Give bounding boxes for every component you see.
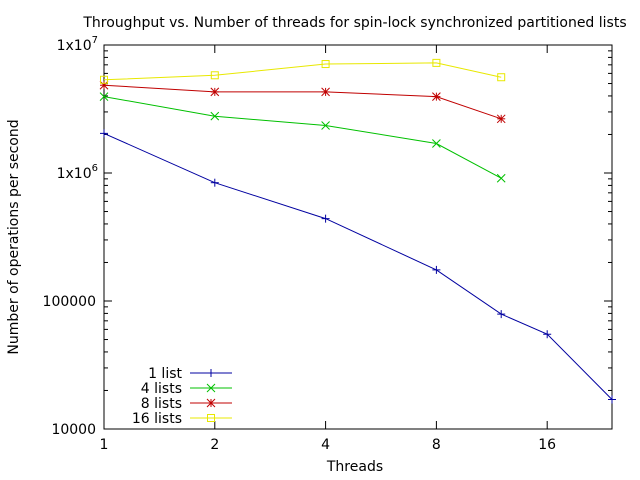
- legend-label: 1 list: [148, 366, 182, 382]
- data-point: [321, 60, 330, 69]
- data-point: [210, 111, 220, 121]
- plot-frame: [103, 44, 613, 430]
- legend-marker: [207, 414, 215, 422]
- y-tick-label: 10000: [51, 422, 96, 438]
- legend-marker: [206, 398, 216, 408]
- series-2: [99, 92, 506, 183]
- series-line: [103, 132, 613, 400]
- legend-label: 8 lists: [141, 396, 182, 412]
- chart-title: Throughput vs. Number of threads for spi…: [82, 15, 626, 31]
- data-point: [543, 330, 552, 339]
- data-point: [100, 129, 108, 138]
- data-point: [432, 265, 441, 274]
- legend-marker: [207, 369, 215, 377]
- series-1: [100, 129, 616, 404]
- data-point: [432, 58, 441, 67]
- axis-ticks: 1 2 4 8 16 10000 100000 1x106 1x107: [43, 35, 612, 453]
- x-tick-label: 1: [100, 437, 109, 453]
- series-3: [99, 80, 506, 124]
- y-tick-label: 1x106: [57, 163, 98, 182]
- x-tick-label: 2: [210, 437, 219, 453]
- data-point: [321, 214, 330, 223]
- data-point: [432, 92, 441, 101]
- x-axis-label: Threads: [326, 459, 383, 475]
- data-point: [321, 87, 330, 97]
- legend-entry: 16 lists: [132, 411, 232, 427]
- y-tick-label: 100000: [43, 294, 96, 310]
- legend-marker: [206, 383, 216, 393]
- legend-label: 4 lists: [141, 381, 182, 397]
- legend-entry: 1 list: [148, 366, 232, 382]
- data-point: [496, 173, 506, 183]
- series-line: [103, 96, 502, 179]
- data-point: [210, 87, 220, 97]
- x-tick-label: 4: [321, 437, 330, 453]
- data-point: [432, 139, 441, 148]
- data-point: [99, 92, 109, 101]
- series-line: [103, 84, 502, 120]
- data-point: [210, 71, 219, 80]
- data-point: [99, 80, 109, 90]
- data-point: [497, 310, 506, 319]
- legend-entry: 8 lists: [141, 396, 232, 412]
- series-layer: [99, 58, 616, 404]
- data-point: [210, 178, 219, 187]
- x-tick-label: 8: [432, 437, 441, 453]
- data-point: [100, 75, 108, 84]
- data-point: [497, 73, 506, 82]
- data-point: [321, 121, 330, 130]
- legend-entry: 4 lists: [141, 381, 232, 397]
- series-line: [103, 62, 502, 81]
- y-axis-label: Number of operations per second: [6, 119, 22, 354]
- y-tick-label: 1x107: [57, 35, 98, 54]
- x-tick-label: 16: [538, 437, 556, 453]
- data-point: [496, 114, 506, 124]
- series-4: [100, 58, 506, 84]
- data-point: [608, 395, 616, 404]
- legend-label: 16 lists: [132, 411, 182, 427]
